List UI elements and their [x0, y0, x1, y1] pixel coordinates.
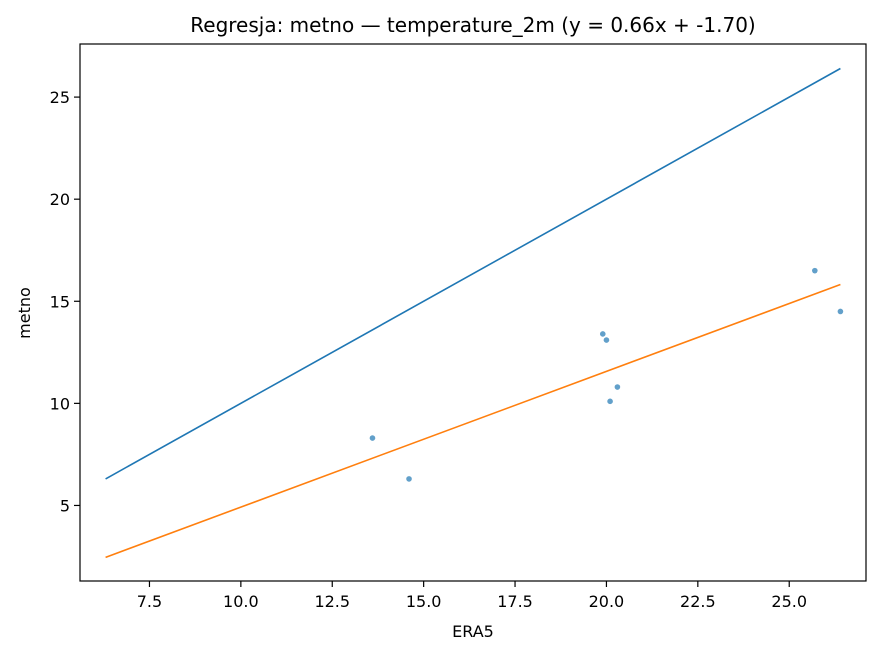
data-point — [599, 331, 606, 337]
data-point — [812, 267, 818, 274]
data-point — [406, 476, 412, 482]
x-tick-label: 15.0 — [406, 592, 442, 611]
x-tick-label: 12.5 — [314, 592, 350, 611]
x-tick-label: 7.5 — [137, 592, 162, 611]
x-axis: 7.5 10.0 12.5 15.0 17.5 20.0 22.5 25.0 — [137, 581, 807, 611]
plot-area — [105, 67, 844, 559]
data-point — [369, 435, 376, 441]
x-axis-label: ERA5 — [452, 622, 494, 641]
data-point — [603, 337, 610, 343]
y-tick-label: 5 — [60, 496, 70, 515]
chart-title: Regresja: metno — temperature_2m (y = 0.… — [190, 13, 755, 37]
regression-line — [105, 283, 841, 559]
x-tick-label: 10.0 — [223, 592, 259, 611]
y-axis-label: metno — [15, 287, 34, 339]
identity-line — [105, 67, 841, 480]
y-tick-label: 15 — [50, 292, 70, 311]
data-point — [614, 384, 621, 390]
data-point — [837, 308, 844, 315]
x-tick-label: 17.5 — [497, 592, 533, 611]
axes-frame — [79, 43, 867, 582]
x-tick-label: 20.0 — [589, 592, 625, 611]
x-tick-label: 25.0 — [771, 592, 807, 611]
data-point — [607, 398, 613, 405]
y-tick-label: 25 — [50, 88, 70, 107]
y-tick-label: 20 — [50, 190, 70, 209]
y-tick-label: 10 — [50, 394, 70, 413]
y-axis: 5 10 15 20 25 — [50, 88, 80, 515]
x-tick-label: 22.5 — [680, 592, 716, 611]
